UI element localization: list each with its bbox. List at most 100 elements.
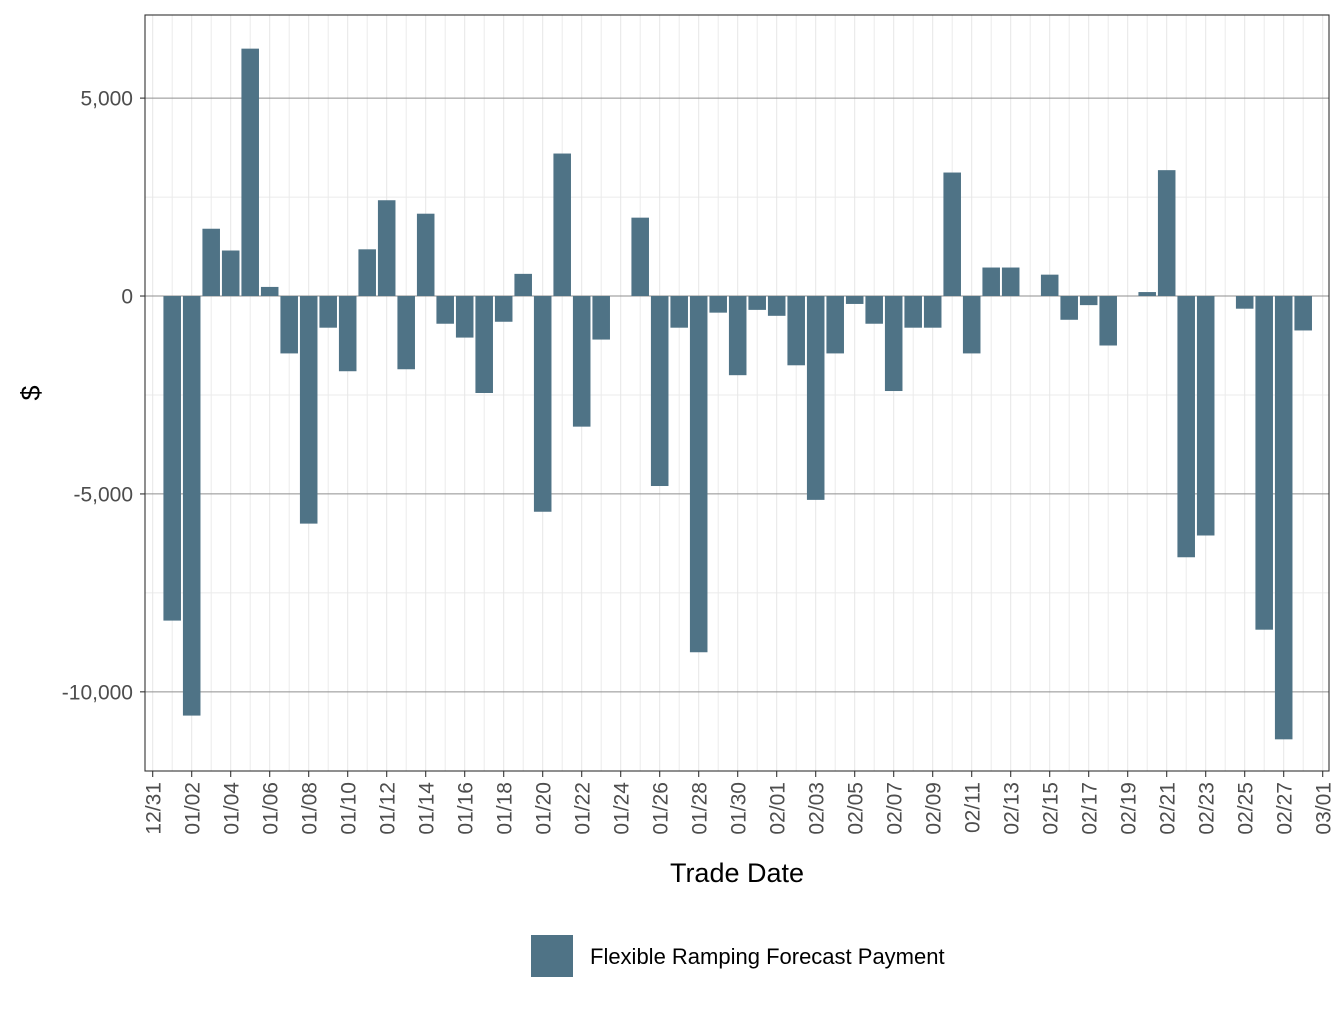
bar [943, 172, 961, 297]
x-tick-label: 01/12 [377, 782, 400, 835]
x-tick-label: 01/02 [182, 782, 205, 835]
x-tick-label: 01/06 [260, 782, 283, 835]
bar [709, 296, 727, 313]
bar [1001, 267, 1020, 297]
bar [553, 153, 571, 297]
x-tick-label: 01/30 [728, 782, 751, 835]
x-tick-label: 02/17 [1079, 782, 1102, 835]
legend: Flexible Ramping Forecast Payment [531, 935, 945, 977]
bar [338, 296, 357, 372]
bar [748, 296, 766, 310]
bar [397, 296, 415, 370]
bar [865, 296, 883, 324]
minor-gridlines-y [145, 196, 1329, 594]
x-tick-label: 02/03 [806, 782, 829, 835]
x-tick-label: 02/21 [1157, 782, 1180, 835]
bar [1099, 296, 1117, 346]
x-tick-label: 01/22 [572, 782, 595, 835]
x-tick-label: 01/20 [533, 782, 556, 835]
bar [592, 296, 610, 340]
bar [1157, 170, 1176, 297]
x-tick-label: 01/18 [494, 782, 517, 835]
bar [377, 200, 396, 297]
plot-panel-border [144, 14, 1330, 772]
bar [221, 250, 240, 297]
bar [1060, 296, 1078, 320]
x-tick-label: 02/07 [884, 782, 907, 835]
bar [923, 296, 942, 328]
x-tick-label: 01/28 [689, 782, 712, 835]
y-tick-label: -10,000 [62, 681, 133, 704]
x-tick-label: 02/15 [1040, 782, 1063, 835]
y-tick-label: 5,000 [80, 88, 133, 111]
bar [1274, 296, 1293, 740]
bar [455, 296, 474, 338]
x-tick-label: 02/01 [767, 782, 790, 835]
bar [572, 296, 591, 427]
bar [904, 296, 922, 328]
bar [182, 296, 201, 716]
bar [689, 296, 708, 653]
bar [1177, 296, 1195, 558]
x-axis: 12/31 01/02 01/04 01/06 01/08 01/10 01/12 01/14… [143, 771, 1336, 835]
bar [514, 273, 532, 297]
x-tick-label: 02/11 [962, 782, 985, 833]
bar [631, 217, 649, 297]
x-tick-label: 01/24 [611, 782, 634, 835]
bar [982, 267, 1000, 297]
bar [845, 296, 864, 304]
x-tick-label: 01/04 [221, 782, 244, 835]
x-tick-label: 02/27 [1274, 782, 1297, 835]
bar [806, 296, 825, 500]
bars-group [163, 48, 1312, 740]
x-tick-label: 02/25 [1235, 782, 1258, 835]
bar [728, 296, 747, 376]
x-tick-label: 01/08 [299, 782, 322, 835]
legend-swatch [531, 935, 573, 977]
bar [358, 249, 376, 297]
y-axis-title: $ [16, 385, 46, 400]
bar [299, 296, 318, 524]
y-tick-label: -5,000 [73, 483, 133, 506]
bar [319, 296, 337, 328]
bar [416, 213, 435, 297]
bar [1040, 274, 1059, 297]
bar [650, 296, 669, 487]
bar [1294, 296, 1312, 331]
x-tick-label: 01/10 [338, 782, 361, 835]
bar [962, 296, 981, 354]
bar [767, 296, 786, 316]
bar [436, 296, 454, 324]
bar [670, 296, 688, 328]
x-tick-label: 02/09 [923, 782, 946, 835]
x-tick-label: 01/16 [455, 782, 478, 835]
bar [1235, 296, 1254, 309]
bar [1255, 296, 1273, 630]
bar [884, 296, 903, 392]
x-tick-label: 02/13 [1001, 782, 1024, 835]
bar [787, 296, 805, 366]
bar [163, 296, 181, 621]
bar [1079, 296, 1098, 306]
bar [1196, 296, 1215, 536]
x-axis-title: Trade Date [670, 858, 804, 888]
x-tick-label: 03/01 [1313, 782, 1336, 835]
bar [826, 296, 844, 354]
x-tick-label: 02/19 [1118, 782, 1141, 835]
y-axis: 5,000 0 -5,000 -10,000 [62, 88, 145, 704]
bar [1138, 292, 1156, 297]
bar [202, 228, 220, 297]
x-tick-label: 02/23 [1196, 782, 1219, 835]
bar [280, 296, 298, 354]
x-tick-label: 01/14 [416, 782, 439, 835]
legend-label: Flexible Ramping Forecast Payment [590, 944, 945, 969]
bar [475, 296, 493, 393]
bar [241, 48, 259, 297]
x-tick-label: 12/31 [143, 782, 166, 835]
bar [533, 296, 552, 512]
y-tick-label: 0 [121, 286, 133, 309]
x-tick-label: 02/05 [845, 782, 868, 835]
